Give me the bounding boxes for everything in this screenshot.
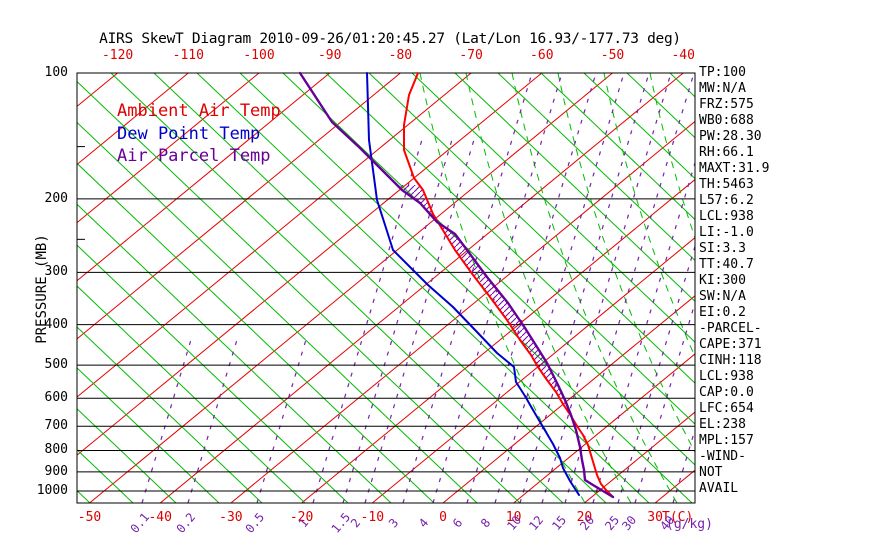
pressure-tick-label: 800 <box>44 442 68 458</box>
stat-line: CAPE:371 <box>699 337 762 352</box>
stat-line: LCL:938 <box>699 209 754 224</box>
top-temp-label: -90 <box>317 48 342 63</box>
stat-line: RH:66.1 <box>699 145 754 160</box>
temp-unit-label: T(C) <box>662 510 694 525</box>
pressure-tick-label: 300 <box>44 264 68 280</box>
pressure-tick-label: 700 <box>44 418 68 434</box>
stat-line: LCL:938 <box>699 369 754 384</box>
stat-line: LI:-1.0 <box>699 225 754 240</box>
stat-line: LFC:654 <box>699 401 754 416</box>
legend-dew-point-temp: Dew Point Temp <box>117 124 261 144</box>
stat-line: L57:6.2 <box>699 193 754 208</box>
pressure-tick-label: 400 <box>44 316 68 332</box>
stat-line: FRZ:575 <box>699 97 754 112</box>
legend-ambient-air-temp: Ambient Air Temp <box>117 101 281 121</box>
stat-line: -PARCEL- <box>699 321 762 336</box>
top-temp-label: -80 <box>388 48 413 63</box>
bottom-temp-label: -20 <box>289 510 314 525</box>
stat-line: MPL:157 <box>699 433 754 448</box>
bottom-temp-label: -30 <box>219 510 243 525</box>
stat-line: SI:3.3 <box>699 241 746 256</box>
top-temp-label: -100 <box>243 48 275 63</box>
stat-line: NOT <box>699 465 723 480</box>
stat-line: MW:N/A <box>699 81 746 96</box>
stat-line: CAP:0.0 <box>699 385 754 400</box>
bottom-temp-label: 30 <box>647 510 663 525</box>
stat-line: -WIND- <box>699 449 746 464</box>
stat-line: SW:N/A <box>699 289 746 304</box>
pressure-tick-label: 200 <box>44 190 68 206</box>
mixing-unit-label: (g/kg) <box>666 517 713 532</box>
page-title: AIRS SkewT Diagram 2010-09-26/01:20:45.2… <box>99 31 681 47</box>
stat-line: KI:300 <box>699 273 746 288</box>
top-temp-label: -70 <box>459 48 483 63</box>
top-temp-label: -120 <box>101 48 134 63</box>
pressure-tick-label: 900 <box>44 463 68 479</box>
pressure-tick-label: 600 <box>44 390 68 406</box>
bottom-temp-label: -40 <box>148 510 172 525</box>
stat-line: AVAIL <box>699 481 739 496</box>
stat-line: EL:238 <box>699 417 746 432</box>
legend-air-parcel-temp: Air Parcel Temp <box>117 146 271 166</box>
pressure-tick-label: 500 <box>44 357 68 373</box>
top-temp-label: -60 <box>530 48 554 63</box>
pressure-tick-label: 100 <box>44 65 68 80</box>
top-temp-label: -40 <box>671 48 695 63</box>
stat-line: MAXT:31.9 <box>699 161 770 176</box>
stat-line: TH:5463 <box>699 177 754 192</box>
bottom-temp-label: 20 <box>576 510 593 525</box>
bottom-temp-label: 0 <box>439 510 447 525</box>
stat-line: PW:28.30 <box>699 129 762 144</box>
bottom-temp-label: -50 <box>77 510 102 525</box>
stat-line: EI:0.2 <box>699 305 746 320</box>
stats-panel: TP:100 MW:N/A FRZ:575 WB0:688 PW:28.30 RH:66.… <box>699 65 769 497</box>
bottom-temp-label: -10 <box>360 510 385 525</box>
top-temp-label: -50 <box>600 48 625 63</box>
stat-line: TT:40.7 <box>699 257 754 272</box>
pressure-tick-label: 1000 <box>36 483 68 498</box>
stat-line: TP:100 <box>699 65 746 80</box>
bottom-temp-label: 10 <box>505 510 522 525</box>
top-temp-label: -110 <box>172 48 204 63</box>
stat-line: WB0:688 <box>699 113 754 128</box>
stat-line: CINH:118 <box>699 353 762 368</box>
